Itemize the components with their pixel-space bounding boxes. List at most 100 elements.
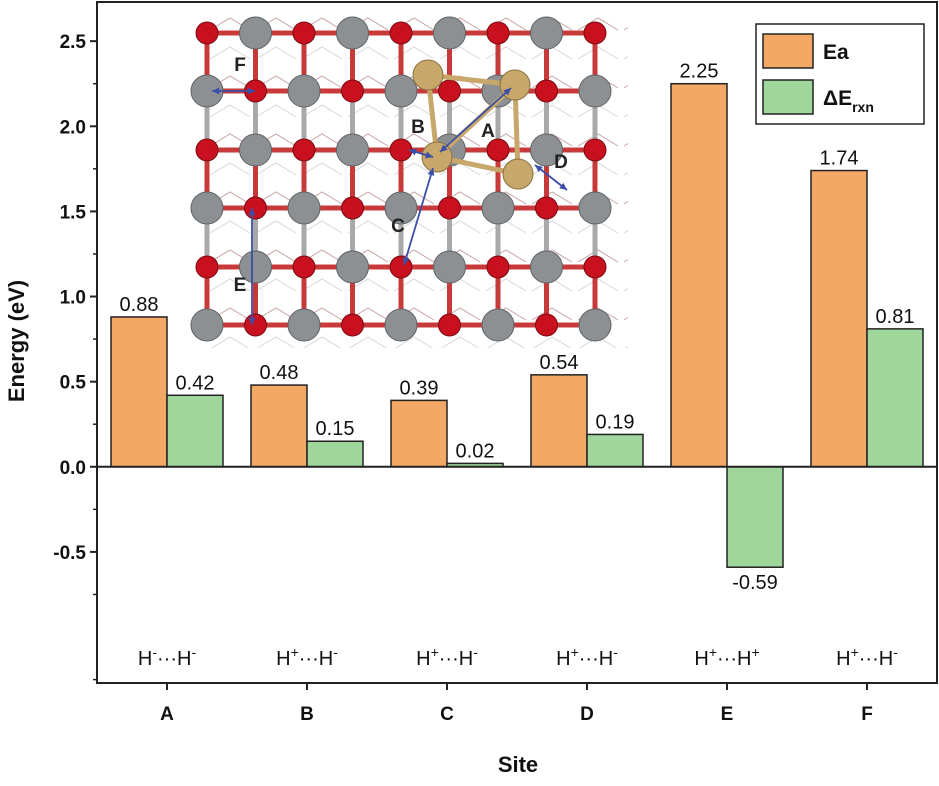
metal-atom <box>336 16 369 50</box>
oxygen-atom <box>535 79 558 103</box>
y-tick-label: -0.5 <box>53 543 86 564</box>
legend-swatch <box>762 33 814 69</box>
ion-pair-label: H+···H- <box>276 644 338 670</box>
inset-content: A B C D E F <box>188 12 628 348</box>
oxygen-atom <box>292 138 316 162</box>
oxygen-atom <box>195 21 219 45</box>
arrow-head <box>247 87 255 95</box>
metal-atom <box>190 191 224 225</box>
lattice-line <box>255 46 297 60</box>
y-tick-label: 0.5 <box>60 373 87 394</box>
x-tick-label: D <box>580 704 594 725</box>
arrow-head <box>425 151 433 159</box>
lattice-line <box>577 46 619 60</box>
bar-f-ea <box>810 169 868 468</box>
lattice-line <box>255 307 297 321</box>
lattice-line <box>210 336 250 348</box>
lattice-line <box>439 104 481 118</box>
lattice-line <box>532 336 572 348</box>
site-letter-a: A <box>481 121 495 142</box>
legend-swatch <box>762 79 814 115</box>
arrow-head <box>248 208 256 216</box>
adsorbate-atom <box>412 59 444 91</box>
lattice-line <box>255 162 297 176</box>
lattice-line <box>577 133 619 147</box>
lattice-line <box>577 278 619 292</box>
lattice-line <box>577 162 619 176</box>
arrow-head <box>559 182 567 190</box>
lattice-line <box>255 220 297 234</box>
lattice-line <box>531 104 573 118</box>
metal-atom <box>578 74 612 108</box>
oxygen-atom <box>389 21 413 45</box>
y-tick-label: 2.5 <box>60 32 87 53</box>
oxygen-atom <box>244 313 267 337</box>
site-arrow <box>403 167 434 266</box>
oxygen-atom <box>244 196 267 220</box>
value-label: 2.25 <box>680 61 719 83</box>
bar-b-ea <box>250 384 308 468</box>
ion-pair-labels: H-···H- H+···H- H+···H- H+···H- H+···H+ H+···… <box>138 644 898 670</box>
ion-pair-label: H-···H- <box>138 644 197 670</box>
bar-c-ea <box>390 399 448 468</box>
arrow-head <box>440 144 448 152</box>
metal-atom <box>336 250 369 284</box>
value-label: 0.39 <box>400 377 439 399</box>
value-label: 0.48 <box>260 362 299 384</box>
metal-atom <box>384 308 418 342</box>
lattice-line <box>209 104 251 118</box>
lattice-line <box>577 249 619 263</box>
value-label: 0.19 <box>596 411 635 433</box>
bar-a-erxn <box>166 394 224 468</box>
lattice-line <box>440 336 480 348</box>
metal-atom <box>239 133 272 167</box>
axes: 2.5 2.0 1.5 1.0 0.5 0.0 -0.5 A B C D E F <box>53 32 937 725</box>
lattice-line <box>577 17 619 31</box>
lattice-line <box>301 162 343 176</box>
oxygen-atom <box>195 255 219 279</box>
metal-atom <box>481 191 515 225</box>
bar-e-ea <box>670 82 728 468</box>
bar-b-erxn <box>306 440 364 468</box>
metal-atom <box>433 16 466 50</box>
metal-atom <box>336 133 369 167</box>
site-arrow <box>439 87 512 153</box>
value-label: 0.54 <box>540 352 579 374</box>
arrow-head <box>535 165 543 173</box>
x-tick-label: F <box>861 704 873 725</box>
lattice-line <box>255 278 297 292</box>
arrow-head <box>212 87 220 95</box>
bar-a-ea <box>110 316 168 468</box>
adsorbate-atom <box>502 158 534 190</box>
oxygen-atom <box>583 138 607 162</box>
site-letter-f: F <box>234 55 246 76</box>
arrow-head <box>503 88 511 96</box>
oxygen-atom <box>486 255 510 279</box>
ion-pair-label: H+···H+ <box>694 644 759 670</box>
lattice-line <box>301 220 343 234</box>
lattice-line <box>485 278 527 292</box>
bars <box>110 82 924 568</box>
x-tick-label: B <box>300 704 314 725</box>
structure-inset: A B C D E F <box>188 12 628 348</box>
x-tick-label: C <box>440 704 454 725</box>
arrow-head <box>427 168 435 176</box>
lattice-line <box>209 46 251 60</box>
metal-atom <box>530 250 563 284</box>
arrow-head <box>409 148 417 156</box>
lattice-line <box>301 278 343 292</box>
oxygen-atom <box>535 196 558 220</box>
value-label: 0.81 <box>876 306 915 328</box>
lattice-line <box>255 104 297 118</box>
oxygen-atom <box>438 313 461 337</box>
legend-label: Ea <box>823 41 849 64</box>
lattice-line <box>209 162 251 176</box>
oxygen-atom <box>292 21 316 45</box>
legend-label: ΔErxn <box>823 87 874 115</box>
metal-atom <box>578 191 612 225</box>
metal-atom <box>530 16 563 50</box>
metal-atom <box>384 74 418 108</box>
site-letter-d: D <box>554 152 568 173</box>
oxygen-atom <box>486 138 510 162</box>
bar-d-erxn <box>586 433 644 468</box>
